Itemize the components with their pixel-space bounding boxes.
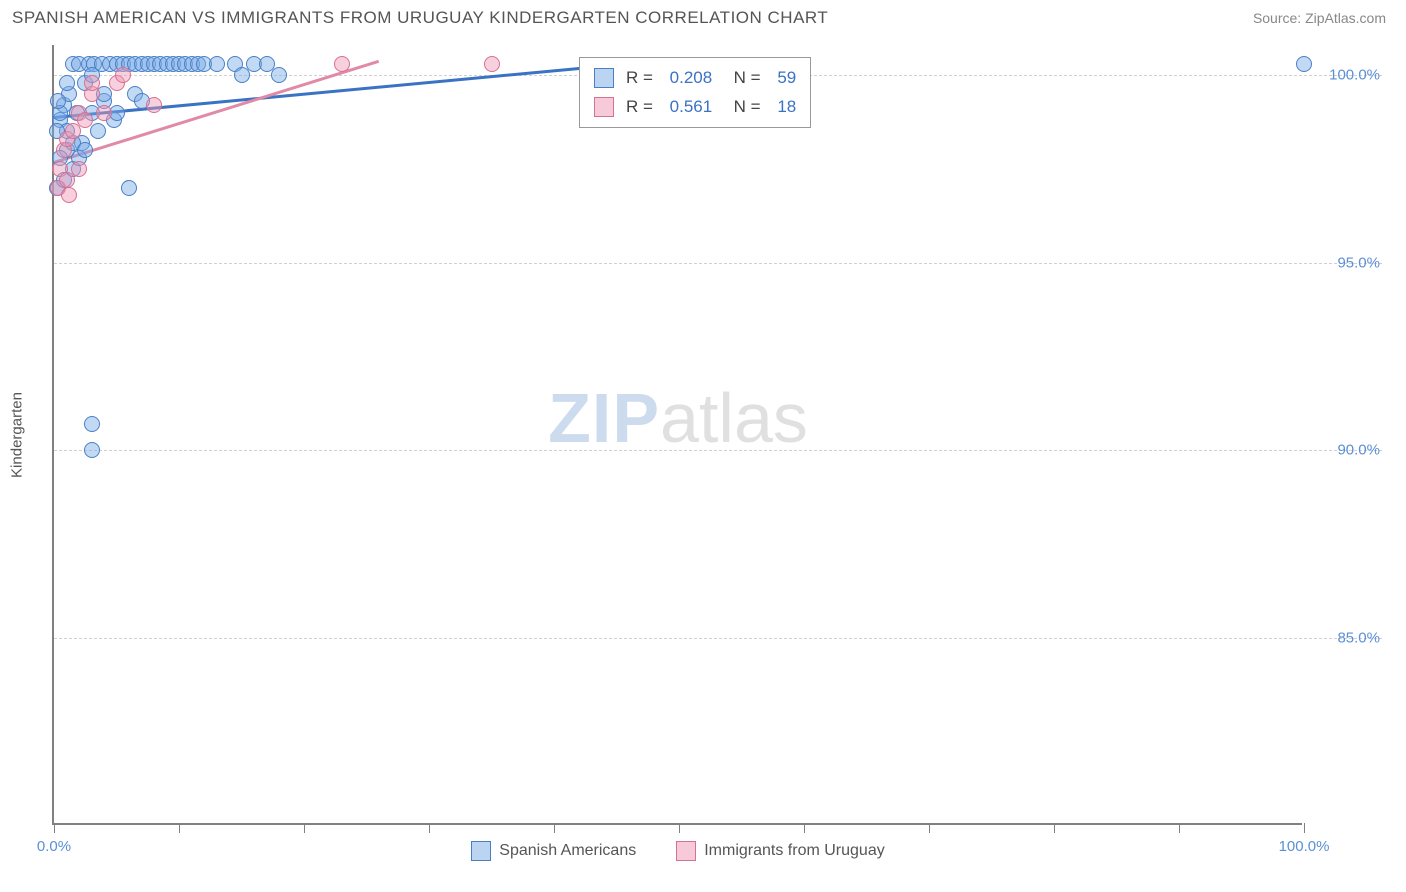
stat-n-value: 18 — [777, 93, 796, 122]
legend-swatch — [594, 68, 614, 88]
data-point — [334, 56, 350, 72]
ytick-label: 90.0% — [1337, 442, 1380, 459]
data-point — [84, 75, 100, 91]
stat-n-label: N = — [724, 64, 765, 93]
legend-swatch — [594, 97, 614, 117]
stats-row: R = 0.208 N = 59 — [594, 64, 796, 93]
data-point — [146, 97, 162, 113]
stat-r-label: R = — [626, 93, 658, 122]
data-point — [271, 67, 287, 83]
xtick — [1054, 823, 1055, 833]
data-point — [77, 112, 93, 128]
data-point — [84, 442, 100, 458]
xtick — [429, 823, 430, 833]
legend-label: Immigrants from Uruguay — [704, 842, 885, 860]
stat-n-label: N = — [724, 93, 765, 122]
data-point — [61, 187, 77, 203]
legend-item: Immigrants from Uruguay — [676, 841, 885, 861]
stat-n-value: 59 — [777, 64, 796, 93]
xtick — [554, 823, 555, 833]
data-point — [96, 105, 112, 121]
y-axis-label: Kindergarten — [9, 392, 26, 478]
ytick-label: 100.0% — [1329, 67, 1380, 84]
data-point — [115, 67, 131, 83]
data-point — [77, 142, 93, 158]
data-point — [50, 93, 66, 109]
xtick — [304, 823, 305, 833]
data-point — [65, 123, 81, 139]
gridline-h — [54, 450, 1382, 451]
ytick-label: 95.0% — [1337, 254, 1380, 271]
stat-r-label: R = — [626, 64, 658, 93]
plot-area: ZIPatlas 85.0%90.0%95.0%100.0%0.0%100.0%… — [52, 45, 1302, 825]
stats-row: R = 0.561 N = 18 — [594, 93, 796, 122]
data-point — [71, 161, 87, 177]
stat-r-value: 0.561 — [670, 93, 713, 122]
data-point — [59, 75, 75, 91]
watermark-zip: ZIP — [548, 379, 660, 457]
xtick — [179, 823, 180, 833]
legend-label: Spanish Americans — [499, 842, 636, 860]
legend-item: Spanish Americans — [471, 841, 636, 861]
data-point — [209, 56, 225, 72]
data-point — [84, 416, 100, 432]
xtick — [679, 823, 680, 833]
data-point — [90, 123, 106, 139]
watermark-atlas: atlas — [660, 379, 808, 457]
legend-swatch — [471, 841, 491, 861]
ytick-label: 85.0% — [1337, 629, 1380, 646]
data-point — [121, 180, 137, 196]
stat-r-value: 0.208 — [670, 64, 713, 93]
gridline-h — [54, 638, 1382, 639]
watermark: ZIPatlas — [548, 378, 808, 458]
stats-box: R = 0.208 N = 59R = 0.561 N = 18 — [579, 57, 811, 129]
bottom-legend: Spanish Americans Immigrants from Uruguay — [54, 841, 1302, 861]
gridline-h — [54, 263, 1382, 264]
xtick — [929, 823, 930, 833]
source-label: Source: ZipAtlas.com — [1253, 10, 1386, 26]
data-point — [484, 56, 500, 72]
xtick — [1304, 823, 1305, 833]
data-point — [234, 67, 250, 83]
xtick — [1179, 823, 1180, 833]
chart-container: Kindergarten ZIPatlas 85.0%90.0%95.0%100… — [52, 45, 1382, 825]
data-point — [1296, 56, 1312, 72]
chart-title: SPANISH AMERICAN VS IMMIGRANTS FROM URUG… — [12, 8, 828, 28]
legend-swatch — [676, 841, 696, 861]
xtick — [804, 823, 805, 833]
xtick — [54, 823, 55, 833]
data-point — [59, 172, 75, 188]
